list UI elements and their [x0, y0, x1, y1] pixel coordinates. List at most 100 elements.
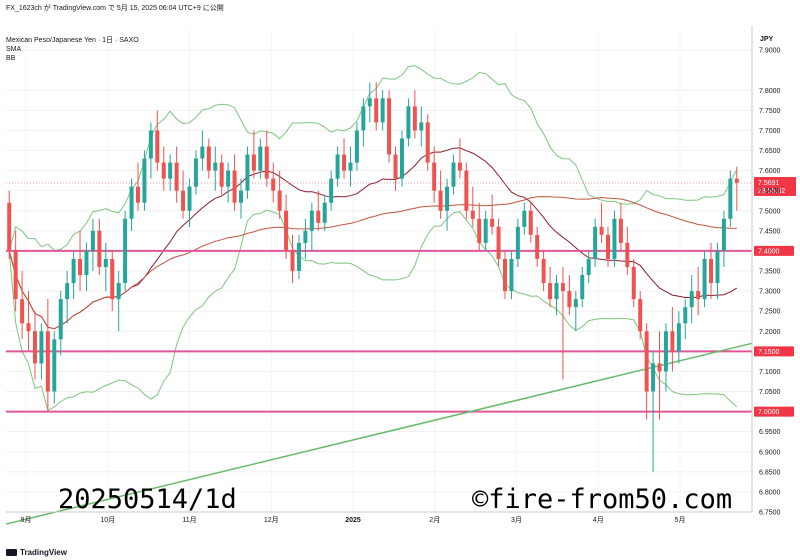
- candle: [78, 230, 83, 292]
- price-tick-label: 7.0500: [759, 389, 781, 396]
- candle-body: [663, 331, 668, 372]
- currency-label: JPY: [760, 36, 774, 43]
- candle-body: [116, 283, 121, 300]
- candle-body: [90, 230, 95, 251]
- candle-body: [522, 210, 527, 227]
- candle: [58, 291, 63, 356]
- candle: [670, 307, 675, 372]
- candle: [586, 250, 591, 284]
- candle-body: [676, 323, 681, 352]
- candle: [7, 190, 12, 259]
- trendline: [5, 342, 753, 525]
- indicator-bb-label[interactable]: BB: [6, 55, 16, 62]
- candle-body: [689, 291, 694, 308]
- candle-body: [464, 170, 469, 211]
- candle: [689, 275, 694, 324]
- candle-body: [541, 258, 546, 284]
- candle-body: [271, 178, 276, 191]
- time-tick-label: 5月: [675, 516, 686, 524]
- candle-body: [593, 226, 598, 259]
- candle-body: [380, 98, 385, 123]
- candle-body: [631, 266, 636, 300]
- candle-body: [573, 299, 578, 308]
- last-price-tag: [754, 176, 796, 196]
- candle-body: [567, 291, 572, 308]
- last-price-label: 7.5691: [758, 180, 780, 187]
- candle: [174, 146, 179, 203]
- candle: [445, 178, 450, 231]
- candle-body: [135, 186, 140, 203]
- sma-line: [8, 196, 737, 330]
- indicator-sma-label[interactable]: SMA: [6, 46, 22, 53]
- candle-body: [39, 331, 44, 364]
- candle: [142, 150, 147, 211]
- candle: [548, 266, 553, 308]
- symbol-title[interactable]: Mexican Peso/Japanese Yen · 1日 · SAXO: [6, 37, 139, 44]
- bollinger-bands: [8, 65, 738, 412]
- candle-body: [696, 291, 701, 300]
- candle-body: [226, 170, 231, 187]
- publish-info: FX_1623ch が TradingView.com で 5月 15, 202…: [6, 5, 224, 12]
- candle-body: [20, 299, 25, 324]
- candle: [676, 311, 681, 364]
- candle: [412, 90, 417, 139]
- candle: [593, 218, 598, 267]
- candle: [515, 218, 520, 267]
- candle: [625, 226, 630, 276]
- candle-body: [599, 226, 604, 235]
- price-tick-label: 7.7000: [759, 128, 781, 135]
- candle: [721, 210, 726, 267]
- candle-body: [432, 162, 437, 191]
- candle-body: [110, 258, 115, 300]
- candle: [599, 202, 604, 243]
- candle-body: [161, 162, 166, 179]
- candle: [354, 122, 359, 171]
- tradingview-logo[interactable]: TradingView: [6, 548, 67, 557]
- price-tick-label: 7.9000: [759, 48, 781, 55]
- candle: [535, 226, 540, 267]
- candle-body: [258, 146, 263, 171]
- candle-body: [728, 178, 733, 219]
- candle-body: [245, 154, 250, 191]
- candle-body: [65, 283, 70, 300]
- time-tick-label: 2025: [345, 517, 361, 524]
- candle-body: [335, 154, 340, 179]
- candle: [606, 226, 611, 267]
- candles: [7, 82, 739, 472]
- candle-body: [155, 130, 160, 163]
- candle-body: [26, 323, 31, 332]
- candle-body: [329, 178, 334, 203]
- candle: [90, 218, 95, 271]
- candle-body: [535, 234, 540, 259]
- candle-body: [470, 210, 475, 219]
- candle: [290, 234, 295, 284]
- candle: [683, 299, 688, 340]
- candle-body: [303, 230, 308, 243]
- candle-body: [219, 162, 224, 187]
- candle-body: [58, 299, 63, 340]
- candle: [84, 242, 89, 292]
- candle: [432, 146, 437, 203]
- candle-body: [97, 230, 102, 267]
- candle-body: [618, 218, 623, 243]
- price-tick-label: 7.5500: [759, 188, 781, 195]
- candle-body: [148, 130, 153, 159]
- candle-body: [78, 258, 83, 276]
- candle-body: [84, 250, 89, 276]
- price-tick-label: 7.4500: [759, 228, 781, 235]
- time-tick-label: 12月: [264, 516, 279, 524]
- candle-body: [7, 202, 12, 251]
- candle-body: [239, 190, 244, 203]
- time-tick-label: 3月: [511, 516, 522, 524]
- candle: [258, 138, 263, 179]
- candle: [470, 186, 475, 227]
- candle: [618, 202, 623, 251]
- candle-body: [13, 250, 18, 300]
- candle: [438, 170, 443, 219]
- candle: [560, 266, 565, 380]
- candle-body: [367, 98, 372, 107]
- candle: [213, 146, 218, 191]
- candle: [644, 323, 649, 420]
- candle-body: [670, 331, 675, 352]
- candle: [168, 154, 173, 191]
